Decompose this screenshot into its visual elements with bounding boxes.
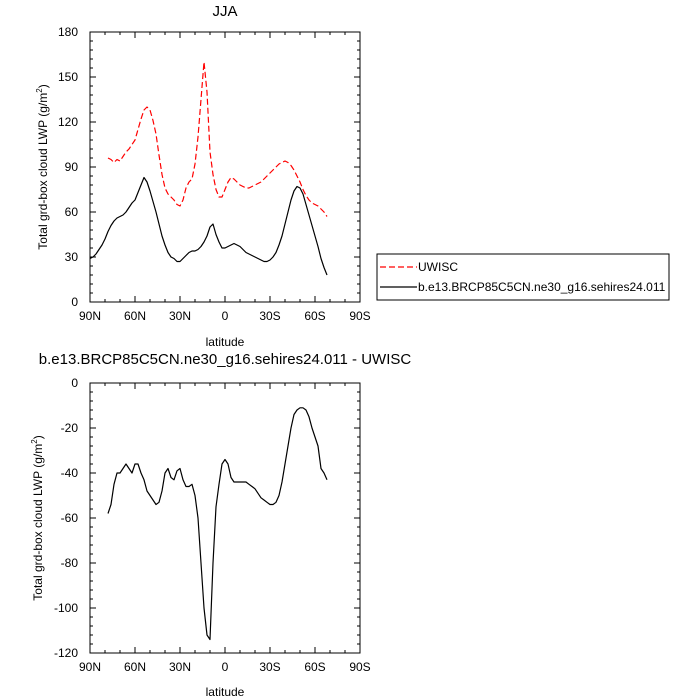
bottom-x-tick-label: 0 (222, 660, 229, 674)
top-y-tick-label: 60 (65, 205, 79, 219)
top-axis-ticks: 90N 60N 30N 0 30S 60S 90S 0 30 60 90 120 150 180 (58, 25, 371, 323)
top-y-tick-label: 90 (65, 160, 79, 174)
bottom-y-tick-label: -100 (54, 601, 78, 615)
top-plot-frame (89, 31, 361, 303)
bottom-y-axis-label: Total grd-box cloud LWP (g/m2) (30, 435, 45, 600)
top-y-axis-label-sup: 2 (35, 88, 44, 93)
top-y-tick-label: 30 (65, 250, 79, 264)
top-y-tick-label: 0 (71, 295, 78, 309)
bottom-panel: b.e13.BRCP85C5CN.ne30_g16.sehires24.011 … (30, 351, 411, 699)
bottom-series-lines (107, 407, 328, 641)
bottom-y-tick-label: -80 (61, 556, 79, 570)
top-series-lines (89, 61, 328, 276)
legend-box (376, 253, 670, 301)
bottom-chart-title: b.e13.BRCP85C5CN.ne30_g16.sehires24.011 … (39, 351, 412, 368)
top-y-tick-label: 180 (58, 25, 78, 39)
bottom-y-tick-label: -120 (54, 646, 78, 660)
bottom-x-tick-label: 60N (124, 660, 146, 674)
bottom-x-tick-label: 30S (259, 660, 280, 674)
top-x-tick-label: 60N (124, 309, 146, 323)
top-y-axis-label-main: Total grd-box cloud LWP (g/m (36, 93, 50, 250)
bottom-x-tick-label: 60S (304, 660, 325, 674)
bottom-y-tick-label: -60 (61, 511, 79, 525)
top-x-tick-label: 0 (222, 309, 229, 323)
bottom-axis-ticks: 90N 60N 30N 0 30S 60S 90S -120 -100 -80 -60 -40 -20 0 (54, 376, 371, 674)
top-x-tick-label: 60S (304, 309, 325, 323)
top-x-tick-label: 90N (79, 309, 101, 323)
top-y-tick-label: 150 (58, 70, 78, 84)
bottom-x-axis-label: latitude (206, 685, 245, 699)
legend: UWISC b.e13.BRCP85C5CN.ne30_g16.sehires2… (376, 253, 670, 301)
bottom-x-tick-label: 30N (169, 660, 191, 674)
legend-label-uwisc: UWISC (418, 260, 458, 274)
top-x-tick-label: 30N (169, 309, 191, 323)
top-chart-title: JJA (212, 3, 237, 20)
top-y-axis-label-end: ) (36, 84, 50, 88)
top-series-line-0 (107, 61, 328, 217)
top-x-tick-label: 30S (259, 309, 280, 323)
bottom-y-tick-label: 0 (71, 376, 78, 390)
bottom-y-axis-label-end: ) (31, 435, 45, 439)
bottom-y-axis-label-sup: 2 (30, 439, 39, 444)
legend-label-model: b.e13.BRCP85C5CN.ne30_g16.sehires24.011 (418, 280, 666, 294)
top-x-tick-label: 90S (349, 309, 370, 323)
top-y-tick-label: 120 (58, 115, 78, 129)
top-x-axis-label: latitude (206, 335, 245, 349)
bottom-y-tick-label: -40 (61, 466, 79, 480)
bottom-y-axis-label-main: Total grd-box cloud LWP (g/m (31, 444, 45, 601)
top-y-axis-label: Total grd-box cloud LWP (g/m2) (35, 84, 50, 249)
bottom-x-tick-label: 90N (79, 660, 101, 674)
top-series-line-1 (89, 176, 328, 276)
top-panel: JJA 90N 60N 30N 0 30S 60S 90S0306090120150180 … (35, 3, 371, 349)
bottom-plot-frame (89, 382, 361, 654)
bottom-x-tick-label: 90S (349, 660, 370, 674)
bottom-y-tick-label: -20 (61, 421, 79, 435)
bottom-series-line-0 (107, 407, 328, 641)
